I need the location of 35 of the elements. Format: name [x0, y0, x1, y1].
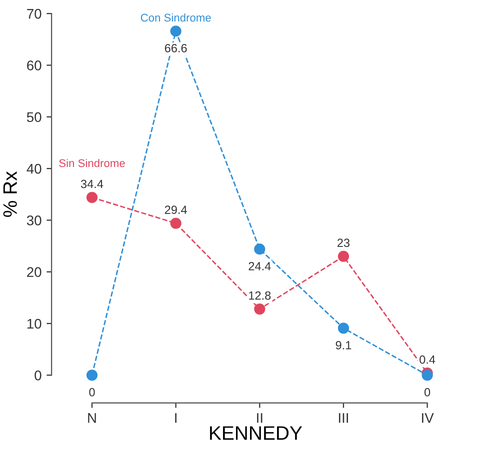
data-label: 12.8 [249, 291, 271, 300]
data-label: 29.4 [164, 206, 187, 214]
data-label: 0.4 [420, 355, 436, 364]
data-label: 23 [338, 238, 350, 248]
point [254, 303, 266, 315]
y-tick-label: 10 [27, 318, 42, 329]
point [86, 192, 98, 204]
data-label: 34.4 [80, 180, 104, 188]
y-tick-label: 60 [27, 60, 42, 70]
y-tick-label: 50 [26, 112, 42, 122]
point [338, 250, 350, 262]
data-label: 9.1 [336, 341, 352, 350]
x-tick-label: III [338, 413, 348, 423]
data-label: 24.4 [248, 262, 271, 270]
y-tick-label: 20 [27, 267, 42, 278]
data-label: 0 [89, 388, 95, 396]
data-label: 66.6 [164, 44, 187, 52]
point [170, 218, 182, 229]
y-tick-label: 30 [26, 216, 42, 226]
point [338, 322, 350, 334]
y-axis-title: % Rx [3, 171, 17, 217]
data-label: 0 [424, 388, 430, 396]
y-tick-label: 40 [26, 164, 42, 174]
point [170, 26, 182, 37]
y-tick-label: 70 [27, 8, 42, 19]
x-tick-label: N [88, 413, 96, 423]
point [86, 370, 98, 381]
x-tick-label: II [257, 413, 262, 423]
x-tick-label: IV [422, 413, 434, 423]
point [254, 244, 266, 255]
x-axis-title: KENNEDY [210, 426, 302, 440]
series-label: Con Sindrome [140, 13, 211, 22]
y-tick-label: 0 [34, 370, 42, 380]
x-tick-label: I [175, 413, 176, 423]
text: Sin Sindrome [59, 158, 125, 168]
